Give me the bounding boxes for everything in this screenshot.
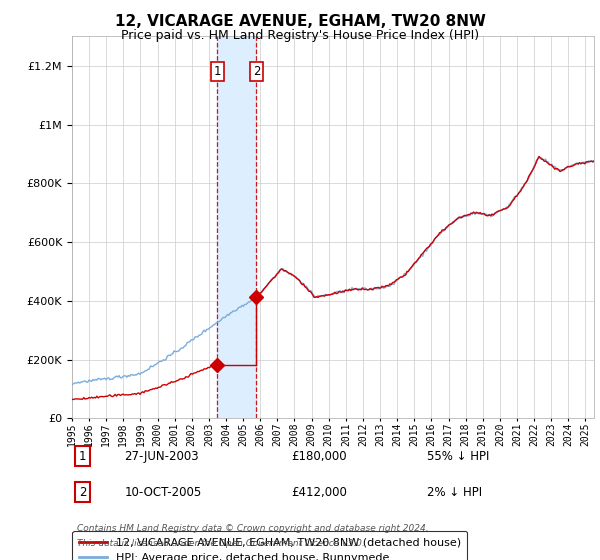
Text: £412,000: £412,000 (291, 486, 347, 499)
Text: 1: 1 (79, 450, 86, 463)
Text: £180,000: £180,000 (291, 450, 347, 463)
Text: This data is licensed under the Open Government Licence v3.0.: This data is licensed under the Open Gov… (77, 539, 365, 548)
Text: 1: 1 (214, 65, 221, 78)
Text: 27-JUN-2003: 27-JUN-2003 (124, 450, 199, 463)
Text: 2% ↓ HPI: 2% ↓ HPI (427, 486, 482, 499)
Text: 2: 2 (79, 486, 86, 499)
Text: 12, VICARAGE AVENUE, EGHAM, TW20 8NW: 12, VICARAGE AVENUE, EGHAM, TW20 8NW (115, 14, 485, 29)
Legend: 12, VICARAGE AVENUE, EGHAM, TW20 8NW (detached house), HPI: Average price, detac: 12, VICARAGE AVENUE, EGHAM, TW20 8NW (de… (73, 531, 467, 560)
Text: 10-OCT-2005: 10-OCT-2005 (124, 486, 202, 499)
Text: Price paid vs. HM Land Registry's House Price Index (HPI): Price paid vs. HM Land Registry's House … (121, 29, 479, 42)
Bar (217, 36, 256, 418)
Text: Contains HM Land Registry data © Crown copyright and database right 2024.: Contains HM Land Registry data © Crown c… (77, 524, 429, 533)
Text: 2: 2 (253, 65, 260, 78)
Text: 55% ↓ HPI: 55% ↓ HPI (427, 450, 490, 463)
